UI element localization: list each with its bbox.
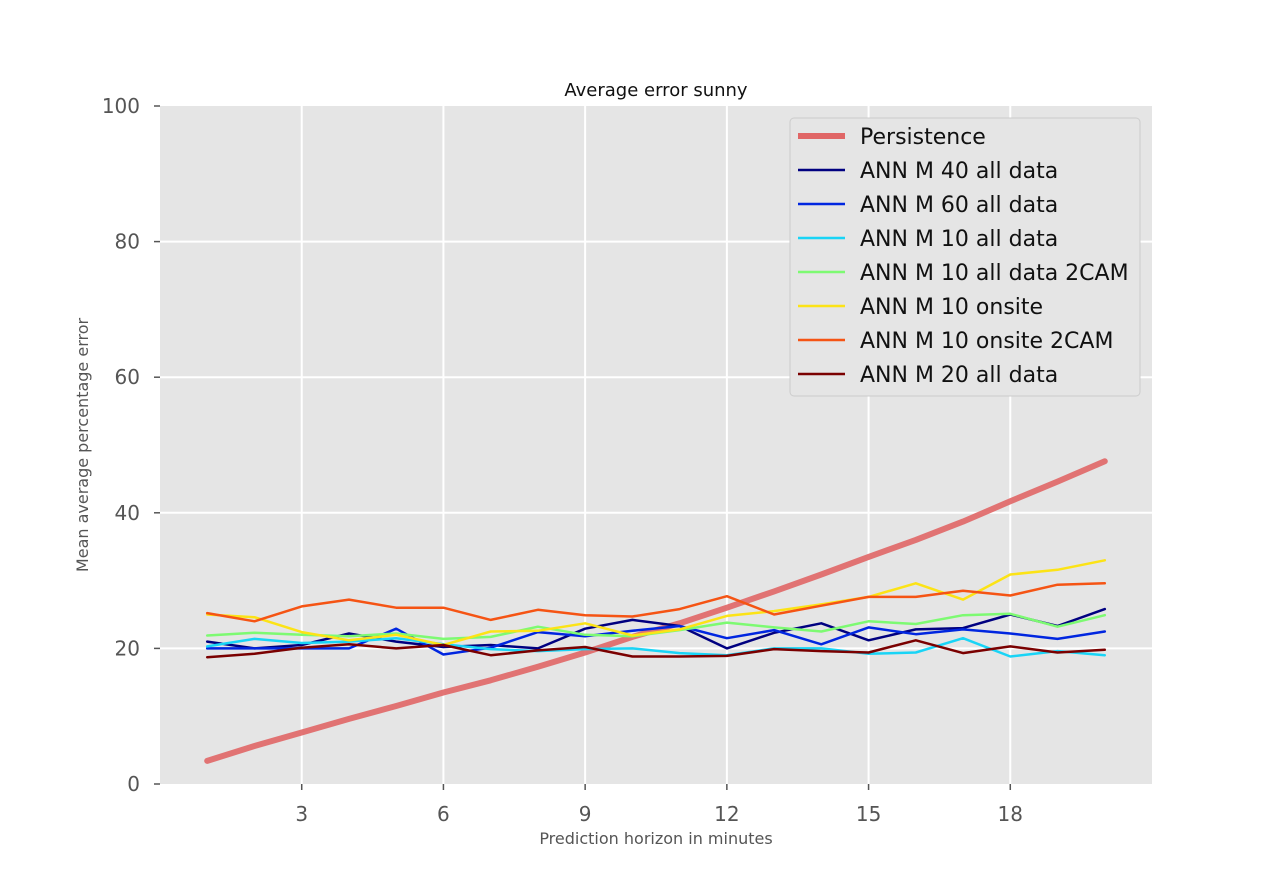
legend-entry-label: ANN M 20 all data [860,363,1058,388]
y-tick-label: 40 [115,501,140,525]
series-line-8 [205,639,1107,659]
series-line-1 [204,458,1108,764]
y-tick-label: 80 [115,230,140,254]
x-tick-label: 12 [714,802,739,826]
legend-entry-label: ANN M 10 all data 2CAM [860,261,1129,286]
y-axis-label: Mean average percentage error [73,317,92,572]
legend: Persistence ANN M 40 all data ANN M 60 all… [789,117,1141,397]
y-tick-label: 60 [115,365,140,389]
legend-entry-label: ANN M 10 onsite [860,295,1043,320]
x-axis-label: Prediction horizon in minutes [539,829,772,848]
legend-entry-label: ANN M 10 all data [860,227,1058,252]
series-line-7 [205,582,1107,623]
y-tick-label: 20 [115,636,140,660]
series-line-6 [205,559,1107,647]
x-tick-label: 9 [579,802,592,826]
y-axis-ticks: 0 20 40 60 80 100 [102,94,160,796]
x-tick-label: 3 [295,802,308,826]
x-tick-label: 15 [856,802,881,826]
legend-entry-label: ANN M 40 all data [860,159,1058,184]
chart-title: Average error sunny [564,80,748,101]
x-tick-label: 6 [437,802,450,826]
y-tick-label: 0 [127,772,140,796]
x-tick-label: 18 [998,802,1023,826]
y-tick-label: 100 [102,94,140,118]
series-lines [204,458,1108,764]
series-line-4 [205,636,1107,658]
legend-entry-label: Persistence [860,125,986,150]
legend-entry-label: ANN M 60 all data [860,193,1058,218]
legend-box [789,117,1141,397]
legend-entry-label: ANN M 10 onsite 2CAM [860,329,1113,354]
x-axis-ticks: 3 6 9 12 15 18 [295,784,1023,826]
